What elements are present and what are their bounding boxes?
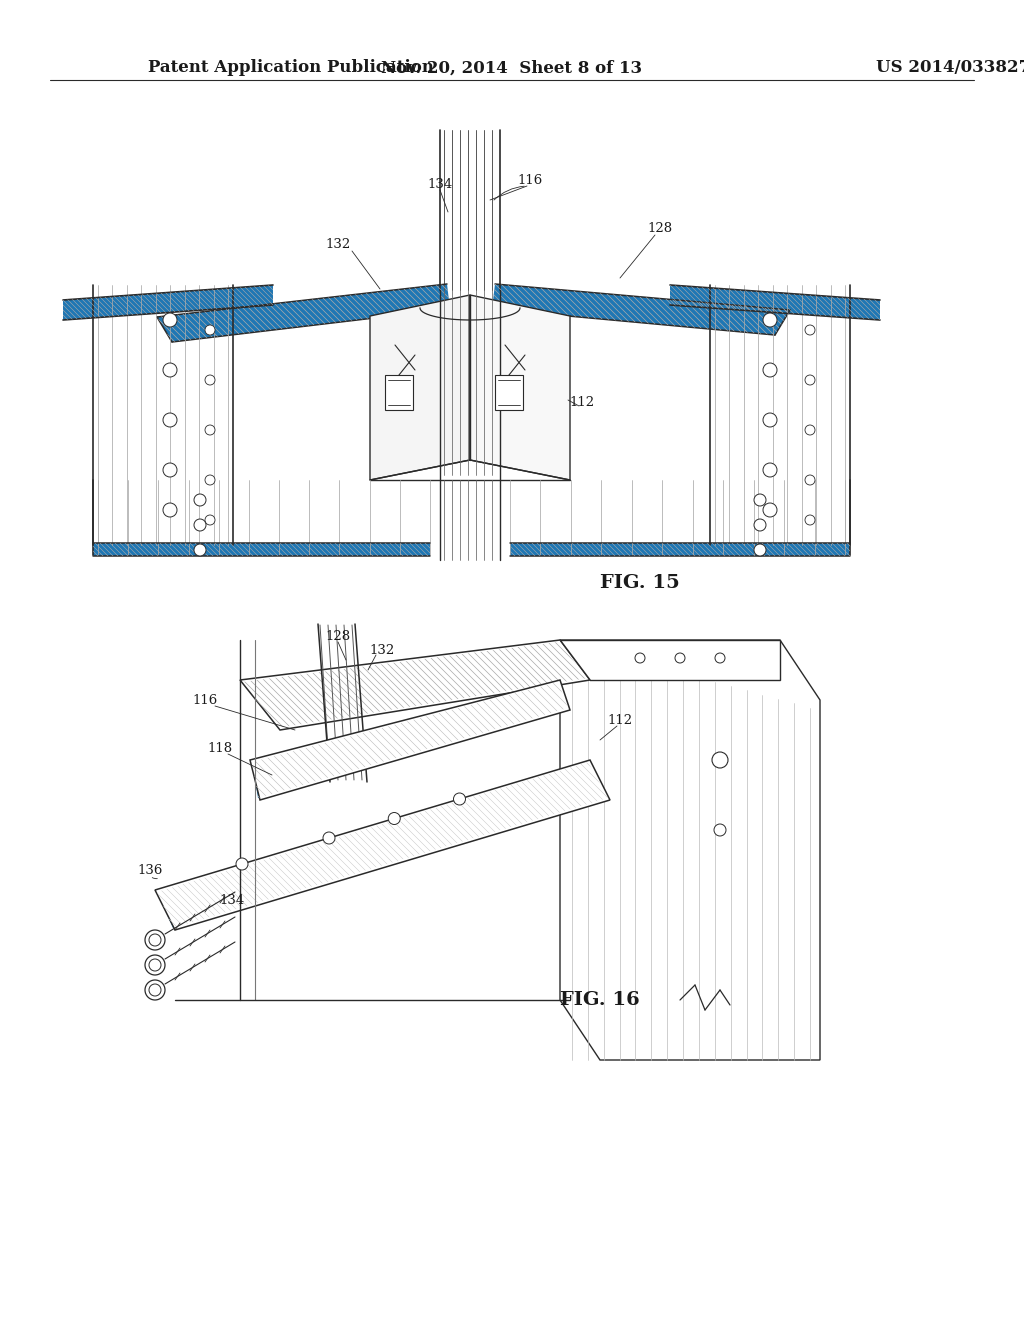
Text: 128: 128	[647, 222, 673, 235]
Text: 132: 132	[370, 644, 394, 656]
Circle shape	[675, 653, 685, 663]
Polygon shape	[157, 762, 608, 928]
Circle shape	[194, 494, 206, 506]
Circle shape	[763, 313, 777, 327]
Text: 134: 134	[427, 177, 453, 190]
Circle shape	[150, 960, 161, 972]
Text: 112: 112	[569, 396, 595, 409]
Circle shape	[163, 363, 177, 378]
Text: 134: 134	[219, 894, 245, 907]
Circle shape	[805, 325, 815, 335]
Circle shape	[454, 793, 466, 805]
Circle shape	[205, 375, 215, 385]
Text: 116: 116	[517, 173, 543, 186]
Polygon shape	[560, 640, 820, 1060]
Circle shape	[236, 858, 248, 870]
Circle shape	[388, 813, 400, 825]
Circle shape	[805, 515, 815, 525]
Polygon shape	[242, 642, 588, 729]
Polygon shape	[560, 640, 780, 680]
Text: Patent Application Publication: Patent Application Publication	[148, 59, 434, 77]
Polygon shape	[670, 285, 880, 319]
Circle shape	[145, 979, 165, 1001]
Circle shape	[205, 325, 215, 335]
Circle shape	[145, 931, 165, 950]
Text: US 2014/0338278 A1: US 2014/0338278 A1	[876, 59, 1024, 77]
Polygon shape	[385, 375, 413, 411]
Circle shape	[205, 475, 215, 484]
Text: FIG. 15: FIG. 15	[600, 574, 680, 591]
Circle shape	[205, 515, 215, 525]
Circle shape	[205, 425, 215, 436]
Circle shape	[194, 519, 206, 531]
Circle shape	[805, 375, 815, 385]
Circle shape	[194, 544, 206, 556]
Circle shape	[163, 503, 177, 517]
Circle shape	[805, 475, 815, 484]
Polygon shape	[252, 682, 568, 799]
Circle shape	[150, 935, 161, 946]
Circle shape	[150, 983, 161, 997]
Text: 112: 112	[607, 714, 633, 726]
Circle shape	[712, 752, 728, 768]
Circle shape	[754, 494, 766, 506]
Circle shape	[323, 832, 335, 843]
Circle shape	[754, 544, 766, 556]
Polygon shape	[495, 375, 523, 411]
Circle shape	[763, 413, 777, 426]
Polygon shape	[63, 285, 273, 319]
Text: 136: 136	[137, 863, 163, 876]
Text: FIG. 16: FIG. 16	[560, 991, 640, 1008]
Polygon shape	[370, 294, 470, 480]
Circle shape	[754, 519, 766, 531]
Circle shape	[163, 313, 177, 327]
Circle shape	[763, 463, 777, 477]
Polygon shape	[510, 543, 850, 556]
Circle shape	[715, 653, 725, 663]
Circle shape	[805, 425, 815, 436]
Polygon shape	[93, 543, 430, 556]
Polygon shape	[250, 680, 570, 800]
Circle shape	[763, 363, 777, 378]
Polygon shape	[492, 284, 790, 335]
Text: Nov. 20, 2014  Sheet 8 of 13: Nov. 20, 2014 Sheet 8 of 13	[381, 59, 643, 77]
Circle shape	[714, 824, 726, 836]
Text: 116: 116	[193, 693, 218, 706]
Polygon shape	[470, 294, 570, 480]
Text: 132: 132	[326, 238, 350, 251]
Circle shape	[763, 503, 777, 517]
Polygon shape	[157, 284, 450, 342]
Polygon shape	[240, 640, 590, 730]
Circle shape	[163, 413, 177, 426]
Text: 128: 128	[326, 630, 350, 643]
Circle shape	[635, 653, 645, 663]
Polygon shape	[155, 760, 610, 931]
Text: 118: 118	[208, 742, 232, 755]
Circle shape	[163, 463, 177, 477]
Circle shape	[145, 954, 165, 975]
